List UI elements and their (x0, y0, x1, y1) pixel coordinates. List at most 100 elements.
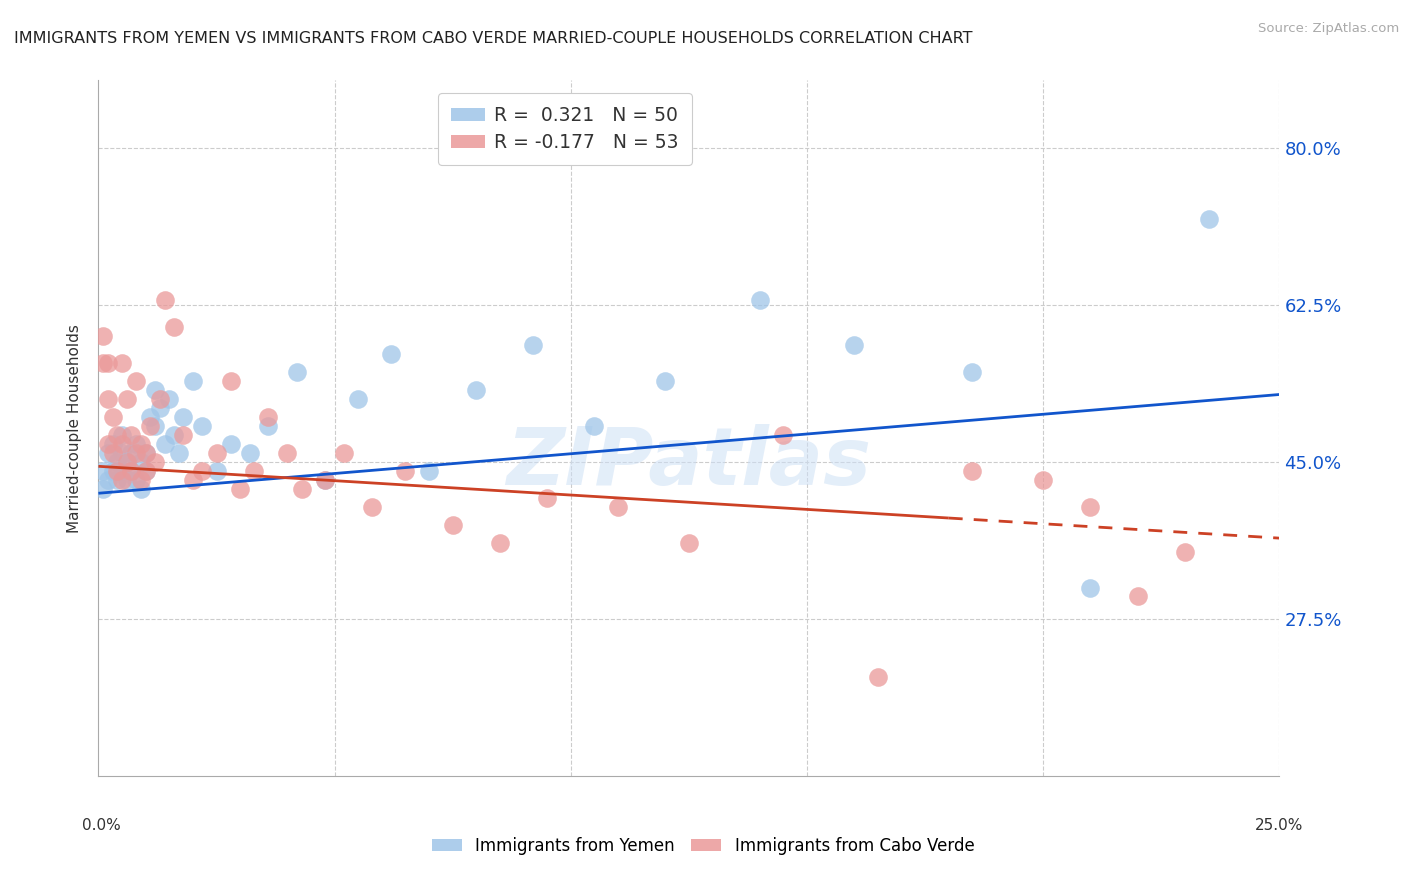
Point (111, 437, 134, 451)
Point (1198, 212, 1220, 227)
Point (866, 670, 889, 684)
Point (91, 464, 114, 478)
Point (205, 464, 228, 478)
Text: IMMIGRANTS FROM YEMEN VS IMMIGRANTS FROM CABO VERDE MARRIED-COUPLE HOUSEHOLDS CO: IMMIGRANTS FROM YEMEN VS IMMIGRANTS FROM… (14, 31, 973, 46)
Point (239, 446, 262, 460)
Point (314, 473, 336, 487)
Point (135, 464, 157, 478)
Point (276, 446, 298, 460)
Point (101, 437, 124, 451)
Point (181, 374, 204, 388)
Point (111, 464, 134, 478)
Point (135, 446, 157, 460)
Point (129, 482, 152, 496)
Point (121, 464, 143, 478)
Point (219, 437, 242, 451)
Point (139, 409, 162, 424)
Point (91, 482, 114, 496)
Point (135, 446, 157, 460)
Point (172, 409, 194, 424)
Point (536, 491, 558, 505)
Point (129, 473, 152, 487)
Point (347, 392, 370, 406)
Point (1080, 500, 1102, 514)
Point (105, 428, 128, 442)
Point (91, 329, 114, 343)
Point (121, 428, 143, 442)
Point (153, 293, 176, 308)
Point (219, 374, 242, 388)
Point (167, 446, 190, 460)
Point (243, 464, 266, 478)
Point (97, 473, 120, 487)
Text: 25.0%: 25.0% (1256, 818, 1303, 832)
Point (105, 473, 128, 487)
Point (163, 320, 186, 334)
Point (97, 356, 120, 370)
Point (290, 482, 312, 496)
Point (101, 446, 124, 460)
Point (121, 446, 143, 460)
Point (163, 428, 186, 442)
Point (1032, 473, 1054, 487)
Text: ZIPatlas: ZIPatlas (506, 424, 872, 502)
Point (285, 365, 308, 379)
Point (772, 428, 794, 442)
Point (361, 500, 384, 514)
Point (489, 535, 512, 549)
Legend: Immigrants from Yemen, Immigrants from Cabo Verde: Immigrants from Yemen, Immigrants from C… (425, 830, 981, 862)
Point (844, 338, 866, 352)
Point (257, 409, 280, 424)
Point (125, 374, 148, 388)
Text: Source: ZipAtlas.com: Source: ZipAtlas.com (1258, 22, 1399, 36)
Text: 0.0%: 0.0% (82, 818, 121, 832)
Y-axis label: Married-couple Households: Married-couple Households (67, 324, 83, 533)
Point (105, 464, 128, 478)
Point (229, 482, 252, 496)
Point (111, 473, 134, 487)
Point (125, 437, 148, 451)
Point (129, 437, 152, 451)
Point (153, 437, 176, 451)
Point (441, 517, 464, 532)
Point (157, 392, 180, 406)
Point (418, 464, 440, 478)
Point (111, 428, 134, 442)
Point (172, 428, 194, 442)
Point (205, 446, 228, 460)
Point (97, 392, 120, 406)
Point (129, 455, 152, 469)
Point (465, 383, 488, 397)
Point (1126, 590, 1149, 604)
Point (748, 293, 770, 308)
Point (101, 464, 124, 478)
Point (962, 464, 984, 478)
Point (394, 464, 416, 478)
Point (111, 446, 134, 460)
Point (191, 464, 214, 478)
Point (139, 418, 162, 433)
Point (181, 473, 204, 487)
Point (678, 535, 700, 549)
Point (97, 437, 120, 451)
Point (583, 418, 606, 433)
Point (607, 500, 630, 514)
Point (314, 473, 336, 487)
Point (143, 455, 166, 469)
Point (101, 409, 124, 424)
Point (333, 446, 356, 460)
Point (121, 464, 143, 478)
Point (1174, 544, 1197, 558)
Point (135, 464, 157, 478)
Point (97, 446, 120, 460)
Point (105, 455, 128, 469)
Point (149, 401, 172, 415)
Point (115, 455, 138, 469)
Point (125, 473, 148, 487)
Point (1080, 581, 1102, 595)
Point (654, 374, 676, 388)
Point (91, 356, 114, 370)
Point (962, 365, 984, 379)
Point (111, 356, 134, 370)
Point (115, 455, 138, 469)
